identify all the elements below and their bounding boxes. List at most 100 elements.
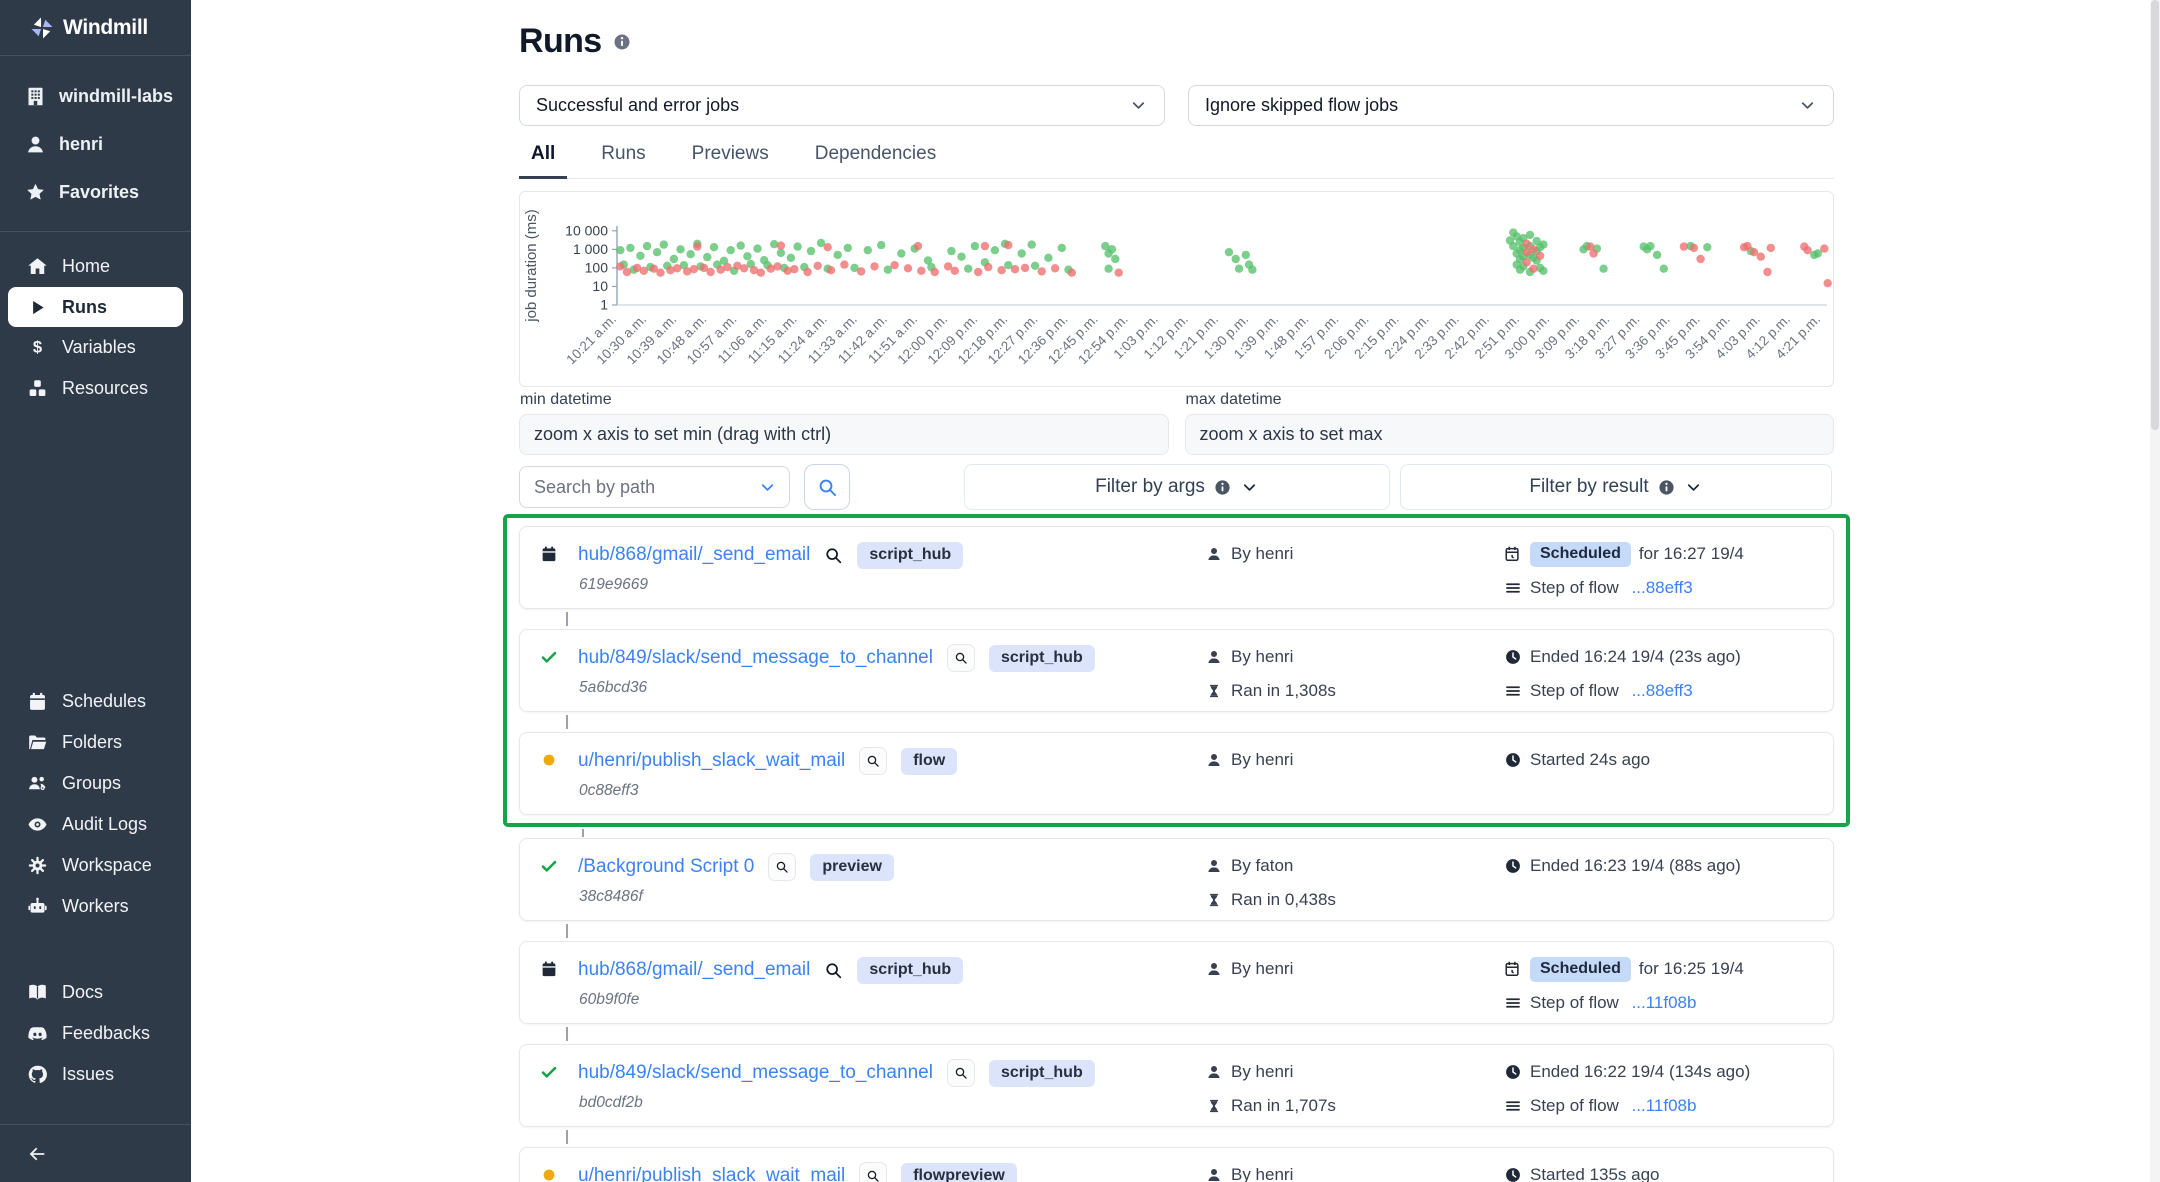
info-icon xyxy=(1658,479,1675,496)
run-status xyxy=(520,853,578,920)
sidebar-item-label: Groups xyxy=(62,773,122,793)
filter-by-result-button[interactable]: Filter by result xyxy=(1400,464,1832,510)
sidebar-item-issues[interactable]: Issues xyxy=(0,1054,191,1095)
run-row[interactable]: hub/849/slack/send_message_to_channel scr… xyxy=(519,1044,1834,1127)
run-status xyxy=(520,1162,578,1182)
tab-previews[interactable]: Previews xyxy=(691,143,769,164)
tab-runs[interactable]: Runs xyxy=(601,143,646,164)
run-row[interactable]: hub/868/gmail/_send_email script_hub 619e9… xyxy=(519,526,1834,609)
run-timeline-connector xyxy=(519,827,1834,838)
search-icon xyxy=(954,651,968,665)
sidebar-collapse-button[interactable] xyxy=(0,1124,191,1182)
run-by: By henri xyxy=(1231,1062,1294,1081)
sidebar-item-folders[interactable]: Folders xyxy=(0,722,191,763)
inspect-run-button[interactable] xyxy=(768,853,797,881)
job-kind-select[interactable]: Successful and error jobs xyxy=(519,85,1165,126)
inspect-run-button[interactable] xyxy=(859,747,888,775)
min-datetime-input[interactable] xyxy=(519,414,1169,455)
sidebar-item-henri[interactable]: henri xyxy=(0,120,191,168)
tab-dependencies[interactable]: Dependencies xyxy=(814,143,937,164)
skipped-flow-value: Ignore skipped flow jobs xyxy=(1205,95,1399,115)
run-row[interactable]: hub/849/slack/send_message_to_channel scr… xyxy=(519,629,1834,712)
scrollbar-thumb[interactable] xyxy=(2151,0,2159,430)
run-id: 5a6bcd36 xyxy=(579,679,648,696)
list-icon xyxy=(1504,682,1522,700)
sidebar-item-label: Schedules xyxy=(62,691,147,711)
max-datetime-input[interactable] xyxy=(1184,414,1834,455)
scrollbar[interactable] xyxy=(2150,0,2160,1182)
search-icon[interactable] xyxy=(824,961,843,980)
sidebar-nav-main: Home Runs $ Variables Resources xyxy=(0,246,191,409)
sidebar-item-audit-logs[interactable]: Audit Logs xyxy=(0,804,191,845)
run-timeline-connector xyxy=(519,921,1834,941)
run-path-link[interactable]: u/henri/publish_slack_wait_mail xyxy=(578,750,846,771)
sidebar-item-schedules[interactable]: Schedules xyxy=(0,681,191,722)
sidebar-item-resources[interactable]: Resources xyxy=(0,368,191,409)
run-timeline-connector xyxy=(519,1024,1834,1044)
sidebar-item-windmill-labs[interactable]: windmill-labs xyxy=(0,72,191,120)
search-icon[interactable] xyxy=(824,546,843,565)
svg-text:100: 100 xyxy=(585,259,609,275)
job-kind-value: Successful and error jobs xyxy=(536,95,740,115)
sidebar-item-label: windmill-labs xyxy=(59,85,174,106)
run-row[interactable]: u/henri/publish_slack_wait_mail flowprevi… xyxy=(519,1147,1834,1182)
info-icon[interactable] xyxy=(613,33,631,51)
run-path-link[interactable]: hub/868/gmail/_send_email xyxy=(578,544,811,565)
sidebar-item-runs[interactable]: Runs xyxy=(8,287,183,327)
discord-icon xyxy=(27,1023,48,1044)
tab-all[interactable]: All xyxy=(519,135,568,179)
run-kind-badge: script_hub xyxy=(857,956,964,984)
search-icon xyxy=(866,1169,880,1182)
highlighted-runs-group: hub/868/gmail/_send_email script_hub 619e9… xyxy=(503,514,1850,827)
flow-link[interactable]: ...88eff3 xyxy=(1631,681,1693,700)
sidebar-item-favorites[interactable]: Favorites xyxy=(0,168,191,216)
sidebar-item-label: Feedbacks xyxy=(62,1023,151,1043)
search-icon xyxy=(954,1066,968,1080)
run-row[interactable]: hub/868/gmail/_send_email script_hub 60b9f… xyxy=(519,941,1834,1024)
sidebar-item-groups[interactable]: Groups xyxy=(0,763,191,804)
run-duration: Ran in 0,438s xyxy=(1231,890,1336,909)
run-path-link[interactable]: hub/868/gmail/_send_email xyxy=(578,959,811,980)
flow-link[interactable]: ...11f08b xyxy=(1631,993,1697,1012)
hourglass-icon xyxy=(1206,892,1222,908)
svg-text:1 000: 1 000 xyxy=(573,241,608,257)
run-duration: Ran in 1,308s xyxy=(1231,681,1336,700)
inspect-run-button[interactable] xyxy=(859,1162,888,1182)
skipped-flow-select[interactable]: Ignore skipped flow jobs xyxy=(1188,85,1834,126)
search-button[interactable] xyxy=(804,464,850,510)
filter-by-args-button[interactable]: Filter by args xyxy=(964,464,1390,510)
run-path-link[interactable]: /Background Script 0 xyxy=(578,856,755,877)
search-by-path-select[interactable]: Search by path xyxy=(519,466,790,508)
run-kind-badge: flowpreview xyxy=(901,1162,1017,1182)
run-row[interactable]: u/henri/publish_slack_wait_mail flow 0c88e… xyxy=(519,732,1834,815)
sidebar-item-docs[interactable]: Docs xyxy=(0,972,191,1013)
list-icon xyxy=(1504,579,1522,597)
run-timeline-connector xyxy=(519,609,1834,629)
sidebar-item-label: henri xyxy=(59,133,104,154)
sidebar-item-feedbacks[interactable]: Feedbacks xyxy=(0,1013,191,1054)
run-path-link[interactable]: hub/849/slack/send_message_to_channel xyxy=(578,1062,933,1083)
inspect-run-button[interactable] xyxy=(946,1059,975,1087)
run-started: Started 24s ago xyxy=(1530,750,1651,769)
run-timeline-connector xyxy=(519,712,1834,732)
logo[interactable]: Windmill xyxy=(0,0,191,56)
sidebar-item-variables[interactable]: $ Variables xyxy=(0,327,191,368)
run-path-link[interactable]: hub/849/slack/send_message_to_channel xyxy=(578,647,933,668)
calendar-clock-icon xyxy=(1504,545,1522,563)
sidebar-item-label: Home xyxy=(62,256,111,276)
sidebar-item-workspace[interactable]: Workspace xyxy=(0,845,191,886)
search-icon xyxy=(817,477,838,498)
run-kind-badge: script_hub xyxy=(857,541,964,569)
search-by-path-placeholder: Search by path xyxy=(534,476,656,497)
sidebar-workspace-block: windmill-labs henri Favorites xyxy=(0,56,191,232)
flow-link[interactable]: ...11f08b xyxy=(1631,1096,1697,1115)
inspect-run-button[interactable] xyxy=(946,644,975,672)
gear-icon xyxy=(27,855,48,876)
run-row[interactable]: /Background Script 0 preview 38c8486f By fa… xyxy=(519,838,1834,921)
run-path-link[interactable]: u/henri/publish_slack_wait_mail xyxy=(578,1165,846,1182)
sidebar-item-home[interactable]: Home xyxy=(0,246,191,287)
flow-link[interactable]: ...88eff3 xyxy=(1631,578,1693,597)
user-icon xyxy=(1206,1064,1222,1080)
sidebar-item-workers[interactable]: Workers xyxy=(0,886,191,927)
